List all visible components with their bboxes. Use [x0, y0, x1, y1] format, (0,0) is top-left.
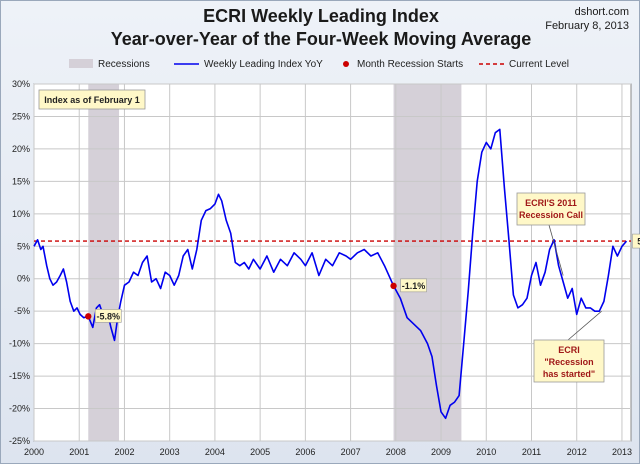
x-tick-label: 2009	[431, 447, 451, 457]
recession-started-label-line: "Recession	[544, 357, 593, 367]
date-label: February 8, 2013	[545, 20, 629, 32]
current-level-label: 5.8%	[637, 237, 640, 247]
current-level-label-box	[632, 233, 640, 249]
recession-started-box	[533, 339, 605, 383]
y-tick-label: 25%	[12, 111, 30, 121]
x-tick-label: 2011	[522, 447, 541, 457]
recession-call-label-line: Recession Call	[519, 210, 583, 220]
recession-band	[393, 84, 462, 441]
y-tick-label: 10%	[12, 209, 30, 219]
x-tick-label: 2012	[567, 447, 587, 457]
legend-label-current-level: Current Level	[509, 59, 569, 70]
x-tick-label: 2001	[69, 447, 89, 457]
recession-start-marker	[85, 313, 92, 320]
marker-label-box	[400, 278, 427, 293]
marker-value-label: -1.1%	[402, 281, 426, 291]
x-tick-label: 2003	[160, 447, 180, 457]
legend-recession-swatch	[69, 59, 93, 68]
legend-marker-swatch	[343, 61, 349, 67]
x-tick-label: 2005	[250, 447, 270, 457]
recession-band	[88, 84, 120, 441]
y-tick-label: -5%	[14, 306, 30, 316]
recession-start-marker	[390, 282, 397, 290]
x-tick-label: 2002	[114, 447, 134, 457]
x-tick-label: 2000	[24, 447, 44, 457]
y-tick-label: -10%	[9, 339, 30, 349]
x-tick-label: 2013	[612, 447, 632, 457]
marker-label-box	[94, 309, 122, 323]
y-tick-label: 5%	[17, 241, 30, 251]
y-tick-label: 30%	[12, 79, 30, 89]
marker-value-label: -5.8%	[97, 311, 121, 321]
recession-call-label-line: ECRI'S 2011	[525, 198, 577, 208]
y-tick-label: 0%	[17, 274, 30, 284]
recession-started-label-line: has started"	[543, 369, 595, 379]
y-tick-label: -20%	[9, 404, 30, 414]
y-tick-label: 15%	[12, 176, 30, 186]
legend-label-recession-starts: Month Recession Starts	[357, 59, 463, 70]
y-tick-label: -25%	[9, 436, 30, 446]
x-tick-label: 2006	[295, 447, 315, 457]
y-tick-label: 20%	[12, 144, 30, 154]
recession-started-pointer	[567, 310, 602, 341]
x-tick-label: 2007	[341, 447, 361, 457]
x-tick-label: 2008	[386, 447, 406, 457]
recession-started-label-line: ECRI	[558, 345, 580, 355]
legend-label-series: Weekly Leading Index YoY	[204, 59, 323, 70]
index-date-box	[38, 89, 146, 110]
chart-title: ECRI Weekly Leading Index	[203, 6, 439, 26]
x-tick-label: 2004	[205, 447, 225, 457]
plot-area	[33, 83, 632, 442]
y-tick-label: -15%	[9, 371, 30, 381]
source-label: dshort.com	[574, 6, 629, 18]
index-date-label: Index as of February 1	[44, 95, 140, 105]
legend-label-recessions: Recessions	[98, 59, 150, 70]
chart-subtitle: Year-over-Year of the Four-Week Moving A…	[110, 29, 532, 49]
recession-call-box	[516, 192, 586, 226]
recession-call-pointer	[548, 224, 564, 276]
x-tick-label: 2010	[476, 447, 496, 457]
